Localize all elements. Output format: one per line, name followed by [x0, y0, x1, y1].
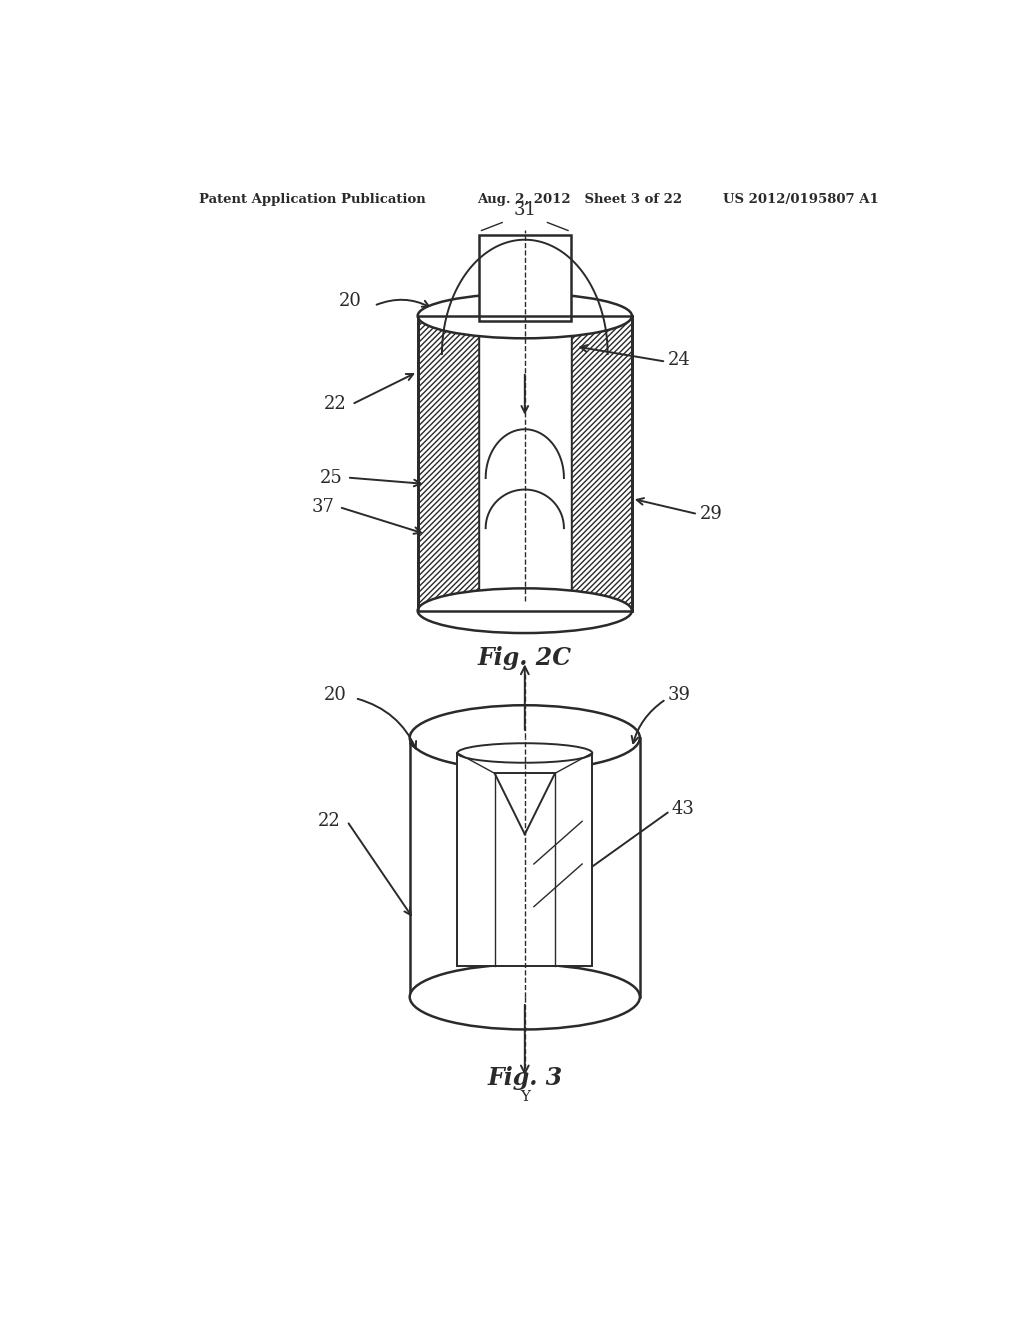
Ellipse shape — [410, 965, 640, 1030]
Text: 22: 22 — [317, 812, 341, 830]
Text: 22: 22 — [324, 396, 346, 413]
Bar — [479, 235, 570, 321]
Ellipse shape — [410, 705, 640, 771]
Text: 39: 39 — [668, 686, 690, 704]
Text: 25: 25 — [319, 469, 342, 487]
Text: Y: Y — [520, 1090, 529, 1105]
Bar — [418, 315, 632, 611]
Bar — [410, 738, 640, 997]
Text: 24: 24 — [668, 351, 690, 368]
Bar — [570, 315, 632, 611]
Ellipse shape — [458, 743, 592, 763]
Text: Fig. 3: Fig. 3 — [487, 1067, 562, 1090]
Text: 20: 20 — [324, 686, 346, 704]
Bar — [458, 752, 592, 966]
Bar — [570, 315, 632, 611]
Text: 37: 37 — [311, 498, 334, 516]
Text: Patent Application Publication: Patent Application Publication — [200, 193, 426, 206]
Bar — [418, 315, 479, 611]
Bar — [418, 315, 479, 611]
Bar — [479, 315, 570, 611]
Text: Aug. 2, 2012   Sheet 3 of 22: Aug. 2, 2012 Sheet 3 of 22 — [477, 193, 682, 206]
Bar — [418, 315, 632, 611]
Text: 43: 43 — [672, 800, 694, 818]
Text: 29: 29 — [699, 506, 722, 523]
Ellipse shape — [418, 589, 632, 634]
Text: 20: 20 — [339, 292, 362, 310]
Text: US 2012/0195807 A1: US 2012/0195807 A1 — [723, 193, 879, 206]
Text: Fig. 2C: Fig. 2C — [478, 647, 571, 671]
Text: 31: 31 — [513, 202, 537, 219]
Ellipse shape — [418, 293, 632, 338]
